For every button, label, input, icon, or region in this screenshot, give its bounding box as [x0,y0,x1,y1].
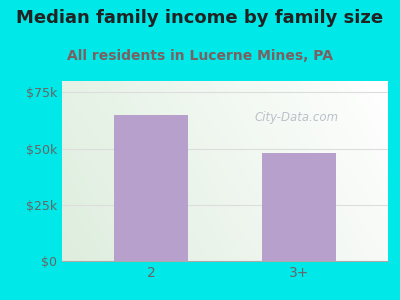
Text: Median family income by family size: Median family income by family size [16,9,384,27]
Bar [114,115,188,261]
Text: City-Data.com: City-Data.com [255,110,339,124]
Bar [262,153,336,261]
Text: All residents in Lucerne Mines, PA: All residents in Lucerne Mines, PA [67,50,333,64]
